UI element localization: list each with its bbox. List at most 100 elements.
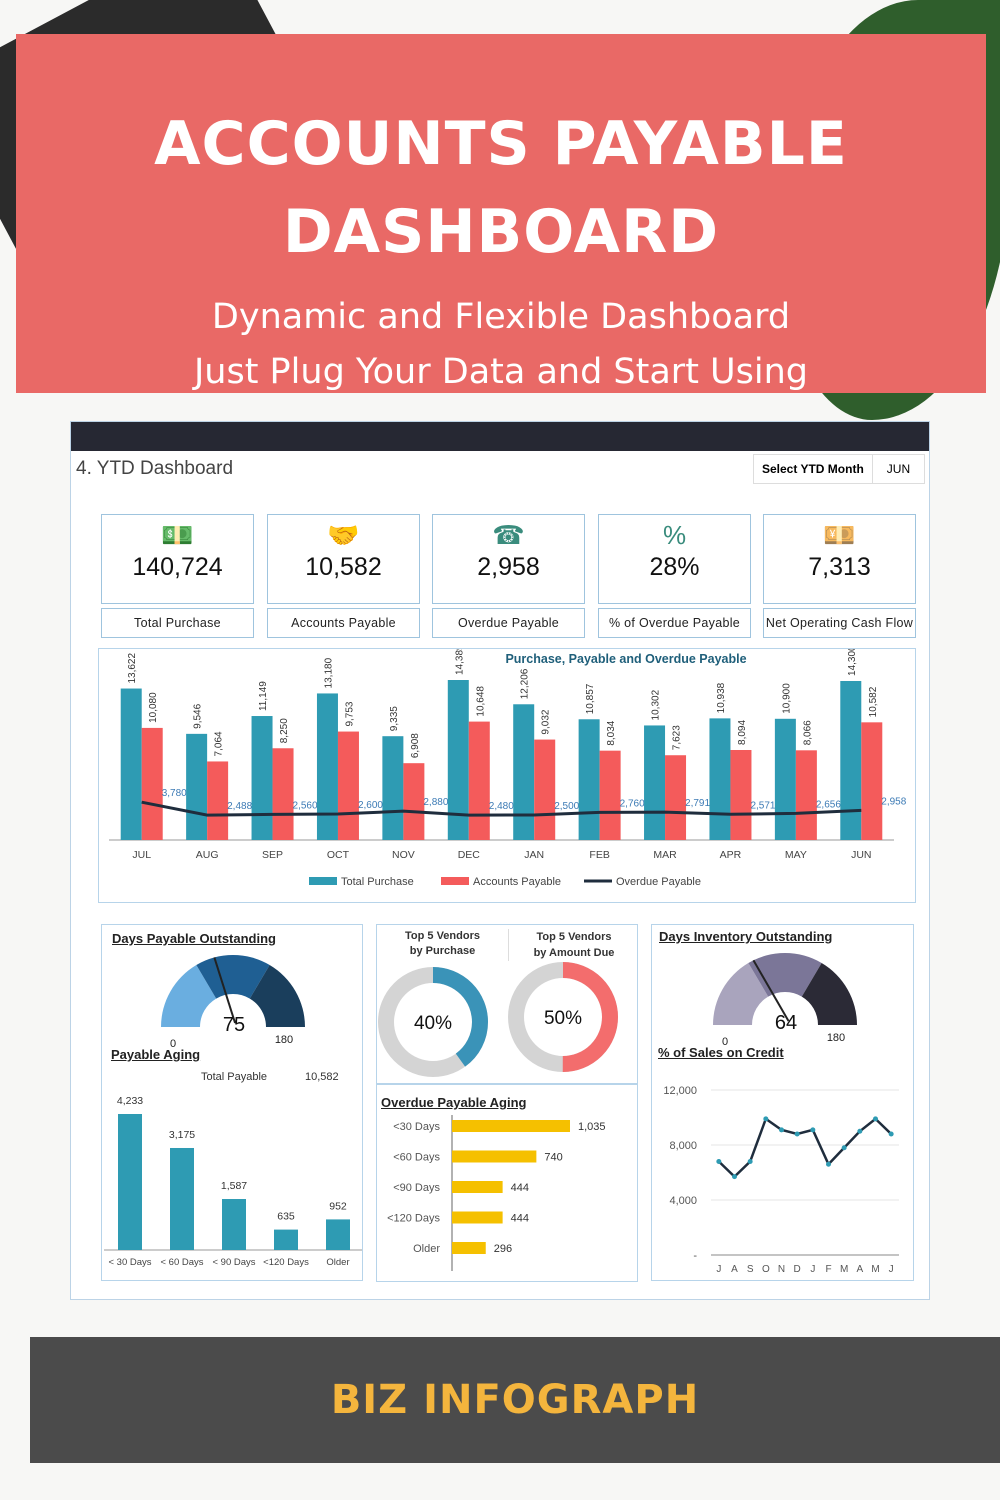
- accounts-payable-bar: [795, 750, 817, 840]
- percent-badge-icon: %: [662, 520, 687, 550]
- title-banner: ACCOUNTS PAYABLE DASHBOARD Dynamic and Fl…: [16, 34, 986, 393]
- kpi-card-total-purchase: 💵 140,724 Total Purchase: [101, 514, 254, 638]
- gauge-segment: [249, 965, 305, 1027]
- bar-data-label: 1,587: [221, 1180, 247, 1192]
- gauge-segment: [161, 965, 217, 1027]
- accounts-payable-bar: [337, 731, 359, 840]
- chart-title: Purchase, Payable and Overdue Payable: [505, 652, 746, 666]
- bar-data-label: 10,648: [475, 686, 486, 717]
- gauge-max: 180: [275, 1034, 293, 1046]
- x-tick-label: < 30 Days: [108, 1257, 151, 1268]
- data-point: [873, 1116, 878, 1122]
- x-tick-label: AUG: [196, 849, 219, 861]
- total-purchase-bar: [840, 680, 862, 840]
- data-point: [716, 1159, 722, 1164]
- bar-data-label: 14,389: [454, 649, 465, 675]
- data-point: [810, 1127, 816, 1133]
- money-hand-icon: 💵: [161, 520, 194, 550]
- kpi-box: 💴 7,313: [763, 514, 916, 604]
- kpi-box: % 28%: [598, 514, 751, 604]
- total-purchase-bar: [251, 716, 273, 840]
- x-tick-label: A: [856, 1264, 863, 1275]
- accounts-payable-bar: [730, 749, 752, 840]
- dpo-title: Days Payable Outstanding: [112, 931, 276, 946]
- x-tick-label: N: [778, 1264, 785, 1275]
- donut-value-arc: [508, 962, 618, 1072]
- top-vendors-donuts: 40% 50%: [378, 962, 618, 1077]
- accounts-payable-bar: [141, 727, 163, 840]
- kpi-value: 7,313: [808, 553, 871, 581]
- gauge-min: 0: [170, 1038, 176, 1050]
- x-tick-label: Older: [326, 1257, 349, 1268]
- total-payable-value: 10,582: [305, 1071, 339, 1083]
- overdue-payable-line: [141, 800, 862, 817]
- payable-aging-bar: [118, 1114, 142, 1250]
- overdue-aging-bar: [452, 1150, 537, 1163]
- overdue-data-label: 3,780: [162, 788, 187, 799]
- bar-data-label: 14,300: [847, 649, 858, 676]
- bar-data-label: 10,900: [781, 683, 792, 714]
- x-tick-label: J: [889, 1264, 894, 1275]
- data-point: [763, 1116, 769, 1122]
- sales-credit-line: [717, 1116, 893, 1179]
- banner-subtitle-line2: Just Plug Your Data and Start Using: [193, 352, 809, 392]
- dpo-and-payable-aging-chart: 75 0 180 4,233 < 30 Days 3,175 < 60 Days 1,587 <…: [104, 955, 362, 1268]
- kpi-value: 2,958: [477, 553, 540, 581]
- ytd-month-selector[interactable]: Select YTD Month JUN: [753, 454, 926, 484]
- dio-panel: Days Inventory Outstanding % of Sales on…: [651, 924, 914, 1281]
- bar-data-label: 8,034: [606, 720, 617, 745]
- kpi-label: % of Overdue Payable: [598, 608, 751, 638]
- dashboard-title: 4. YTD Dashboard: [76, 458, 234, 479]
- brand-name: BIZ INFOGRAPH: [330, 1377, 700, 1423]
- x-tick-label: F: [825, 1264, 831, 1275]
- gauge-needle: [213, 957, 237, 1024]
- kpi-label: Total Purchase: [101, 608, 254, 638]
- gauge-needle: [752, 959, 790, 1022]
- gauge-value: 75: [223, 1014, 245, 1036]
- kpi-card-overdue-payable: ☎ 2,958 Overdue Payable: [432, 514, 585, 638]
- banner-subtitle-line1: Dynamic and Flexible Dashboard: [211, 297, 791, 337]
- bar-data-label: 8,066: [802, 720, 813, 745]
- overdue-data-label: 2,500: [554, 801, 579, 812]
- accounts-payable-bar: [272, 748, 294, 840]
- bar-data-label: 1,035: [578, 1121, 606, 1133]
- x-tick-label: < 90 Days: [212, 1257, 255, 1268]
- accounts-payable-bar: [207, 761, 229, 840]
- gauge-value: 64: [775, 1012, 797, 1034]
- x-tick-label: NOV: [392, 849, 415, 861]
- payable-aging-title: Payable Aging: [111, 1047, 201, 1062]
- bar-data-label: 13,622: [127, 653, 138, 684]
- x-tick-label: DEC: [458, 849, 481, 861]
- dashboard-top-bar: [71, 422, 929, 451]
- legend-label: Overdue Payable: [616, 876, 701, 888]
- accounts-payable-bar: [534, 739, 556, 840]
- handshake-dollar-icon: 🤝: [327, 520, 360, 550]
- total-purchase-bar: [382, 736, 404, 840]
- x-tick-label: O: [762, 1264, 770, 1275]
- ytd-month-value[interactable]: JUN: [886, 462, 911, 476]
- overdue-data-label: 2,791: [685, 798, 710, 809]
- kpi-label: Accounts Payable: [267, 608, 420, 638]
- y-tick-label: -: [693, 1250, 697, 1262]
- overdue-data-label: 2,600: [358, 800, 383, 811]
- overdue-aging-bar: [452, 1120, 570, 1132]
- bar-data-label: 8,250: [279, 718, 290, 743]
- top-vendors-purchase-title-2: by Purchase: [409, 945, 476, 957]
- bar-data-label: 3,175: [169, 1129, 195, 1141]
- overdue-data-label: 2,880: [423, 797, 448, 808]
- data-point: [779, 1127, 784, 1133]
- kpi-card-net-operating-cash-flow: 💴 7,313 Net Operating Cash Flow: [763, 514, 916, 638]
- overdue-aging-panel: Overdue Payable Aging <30 Days 1,035 <60 D…: [376, 1084, 638, 1282]
- footer-brand-bar: BIZ INFOGRAPH: [30, 1337, 1000, 1463]
- total-purchase-bar: [709, 718, 731, 840]
- accounts-payable-bar: [403, 763, 425, 840]
- x-tick-label: APR: [720, 849, 742, 861]
- kpi-box: ☎ 2,958: [432, 514, 585, 604]
- donut-label: 40%: [414, 1013, 452, 1034]
- bar-data-label: 8,094: [737, 720, 748, 745]
- gauge-max: 180: [827, 1032, 845, 1044]
- bar-data-label: 11,149: [258, 681, 269, 711]
- bar-data-label: 6,908: [410, 733, 421, 758]
- overdue-data-label: 2,480: [489, 801, 514, 812]
- x-tick-label: FEB: [589, 849, 609, 861]
